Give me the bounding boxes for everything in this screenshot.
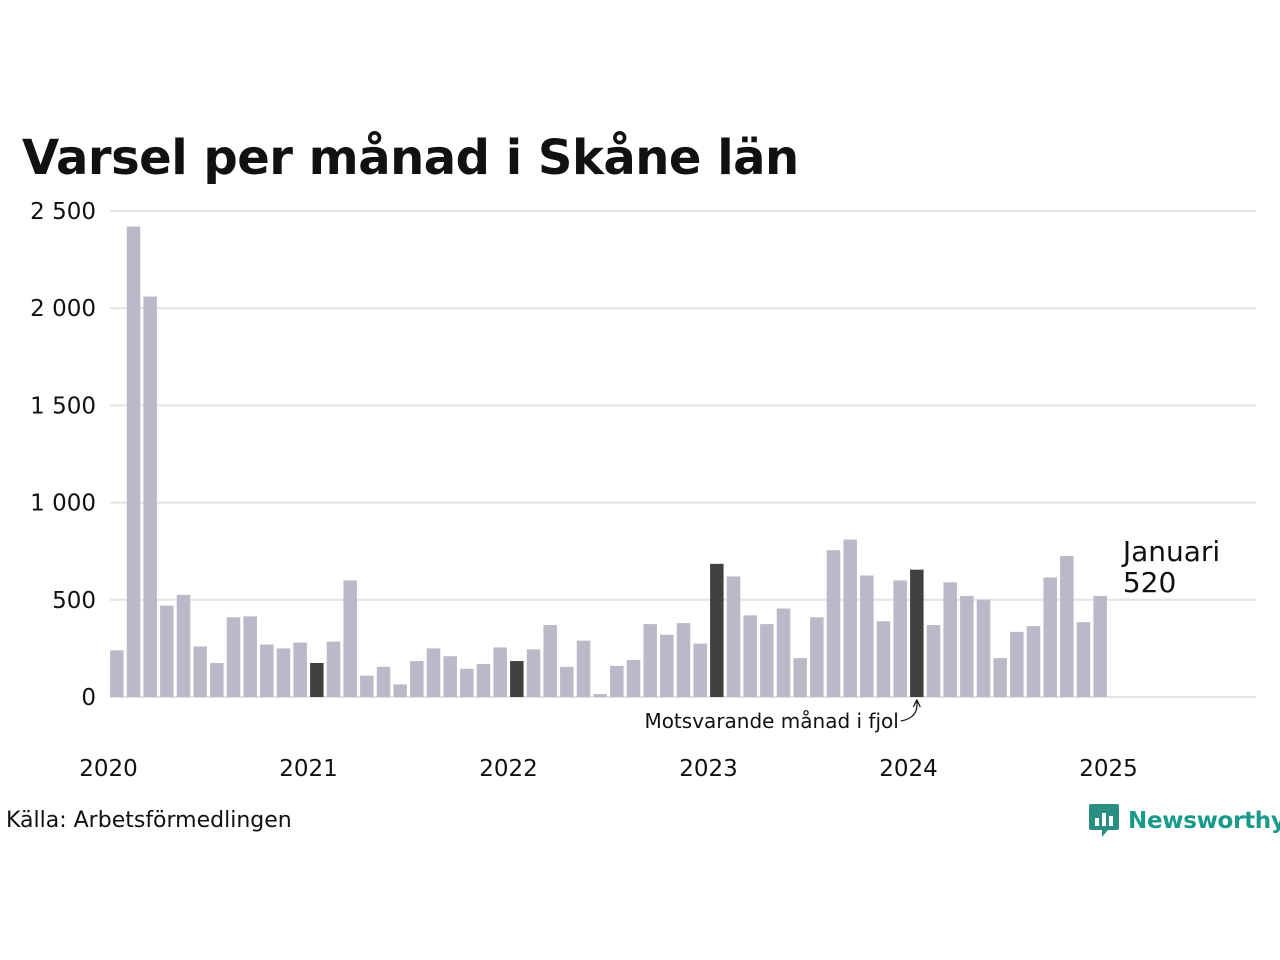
- same-month-annotation: Motsvarande månad i fjol: [644, 709, 898, 733]
- bar-2024-03: [943, 582, 957, 697]
- current-month-value: 520: [1123, 566, 1176, 599]
- bar-2023-06: [793, 658, 807, 697]
- bar-2023-07: [810, 617, 824, 697]
- bar-2020-05: [176, 594, 191, 697]
- x-axis-ticks: 2020 2021 2022 2023 2024 2025: [79, 756, 1138, 782]
- bar-2021-05: [376, 666, 391, 697]
- bar-2021-04: [360, 675, 374, 697]
- bar-2021-01: [310, 662, 324, 697]
- bar-2023-12: [893, 580, 907, 697]
- bar-2024-06: [993, 658, 1007, 697]
- bar-2023-02: [726, 576, 741, 697]
- x-tick-label: 2025: [1079, 756, 1138, 782]
- bar-2020-02: [126, 226, 141, 697]
- bar-2023-01: [710, 563, 724, 697]
- bar-2022-04: [560, 666, 574, 697]
- bar-2024-12: [1093, 595, 1107, 697]
- bar-2020-06: [193, 646, 207, 697]
- bar-2021-02: [326, 641, 341, 697]
- y-axis-ticks: 0 500 1 000 1 500 2 000 2 500: [30, 199, 96, 711]
- bar-2021-07: [410, 661, 424, 697]
- source-label: Källa: Arbetsförmedlingen: [6, 808, 292, 833]
- bar-2021-06: [393, 684, 407, 697]
- y-tick-label: 2 000: [30, 296, 96, 322]
- bar-2020-10: [260, 644, 274, 697]
- bar-2021-12: [493, 647, 507, 697]
- bar-2022-11: [676, 623, 691, 697]
- bar-2024-05: [976, 599, 991, 697]
- bar-2020-09: [243, 616, 257, 697]
- bar-2022-01: [510, 661, 524, 697]
- bar-2023-05: [776, 608, 791, 697]
- bar-2020-11: [276, 648, 291, 697]
- bar-2024-04: [960, 595, 974, 697]
- y-tick-label: 0: [81, 685, 96, 711]
- bar-2024-07: [1010, 631, 1024, 697]
- bar-2020-04: [160, 605, 174, 697]
- y-tick-label: 1 500: [30, 393, 96, 419]
- bar-2024-10: [1060, 556, 1074, 697]
- bar-2024-11: [1076, 622, 1091, 697]
- x-tick-label: 2022: [479, 756, 538, 782]
- bar-2020-12: [293, 642, 307, 697]
- current-month-label: Januari: [1121, 535, 1220, 568]
- x-tick-label: 2023: [679, 756, 738, 782]
- bar-2022-08: [626, 660, 641, 697]
- newsworthy-logo-icon: [1089, 804, 1119, 837]
- bar-2022-03: [543, 625, 557, 697]
- bar-2022-05: [576, 640, 591, 697]
- bar-2021-11: [476, 663, 491, 697]
- bar-2023-03: [743, 615, 757, 697]
- brand-name: Newsworthy: [1128, 808, 1280, 834]
- chart-title: Varsel per månad i Skåne län: [22, 130, 799, 186]
- bar-2020-01: [110, 650, 124, 697]
- annotation-arrow-line: [900, 700, 918, 722]
- y-tick-label: 500: [52, 588, 96, 614]
- bar-2024-08: [1026, 626, 1041, 697]
- bar-2023-10: [860, 575, 874, 697]
- bar-2023-09: [843, 539, 857, 697]
- bar-2024-02: [926, 625, 941, 697]
- bar-2021-08: [426, 648, 441, 697]
- x-tick-label: 2020: [79, 756, 138, 782]
- bar-2021-09: [443, 656, 457, 697]
- brand-logo: Newsworthy: [1088, 802, 1280, 840]
- bar-2022-10: [660, 634, 674, 697]
- bar-2024-01: [910, 569, 924, 697]
- bars: [110, 226, 1107, 697]
- y-tick-label: 1 000: [30, 491, 96, 517]
- bar-2022-09: [643, 624, 657, 697]
- bar-2022-07: [610, 665, 624, 697]
- bar-2022-06: [593, 694, 607, 697]
- bar-2023-08: [826, 550, 841, 697]
- annotation-arrow-head: [912, 698, 921, 708]
- bar-2023-11: [876, 621, 891, 697]
- bar-2021-10: [460, 668, 474, 697]
- bar-2021-03: [343, 580, 357, 697]
- bar-2020-03: [143, 296, 157, 697]
- x-tick-label: 2024: [879, 756, 938, 782]
- bar-2024-09: [1043, 577, 1057, 697]
- bar-2023-04: [760, 624, 774, 697]
- bar-2020-08: [226, 617, 241, 697]
- bar-2022-12: [693, 643, 707, 697]
- bar-2022-02: [526, 649, 541, 697]
- y-tick-label: 2 500: [30, 199, 96, 225]
- x-tick-label: 2021: [279, 756, 338, 782]
- bar-2020-07: [210, 662, 224, 697]
